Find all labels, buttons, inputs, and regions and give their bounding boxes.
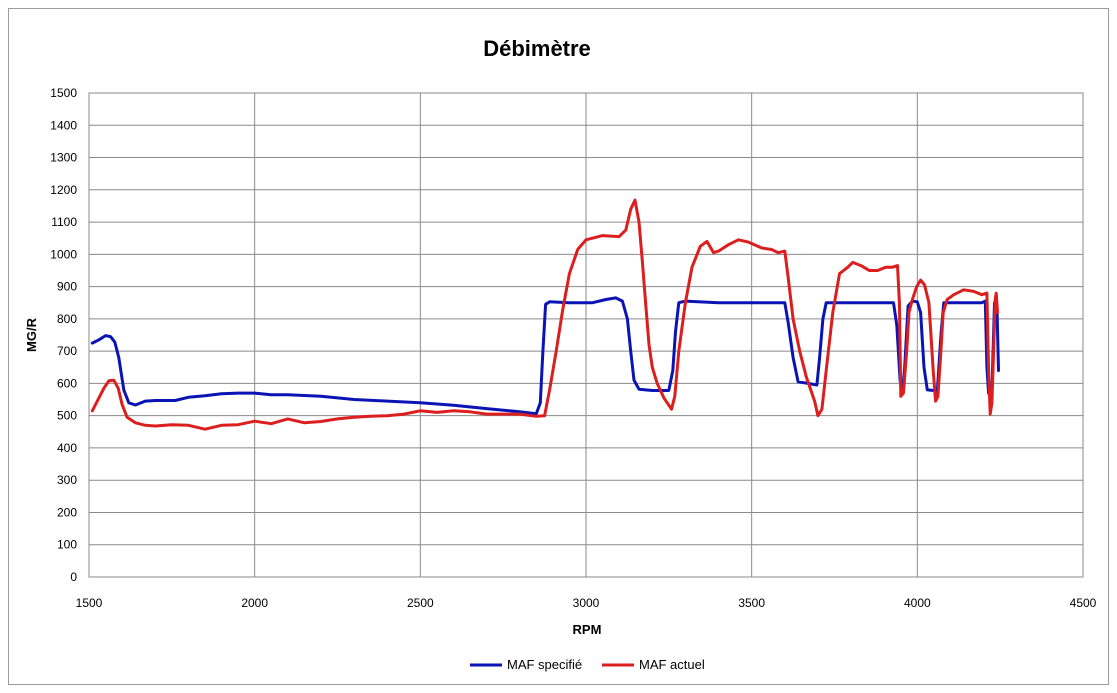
x-tick-label: 4000 [904,596,931,610]
x-tick-label: 4500 [1070,596,1097,610]
chart-legend: MAF specifié MAF actuel [470,657,705,672]
series-line-maf-actuel [90,198,999,431]
y-tick-label: 0 [70,570,77,584]
x-axis-title: RPM [573,622,602,637]
y-tick-label: 1100 [51,215,77,229]
y-tick-label: 700 [57,344,77,358]
x-tick-label: 3000 [573,596,600,610]
y-tick-label: 1000 [50,247,77,261]
y-tick-label: 600 [57,376,77,390]
x-tick-label: 1500 [76,596,103,610]
chart-gridlines [88,92,1084,578]
legend-label: MAF actuel [639,657,705,672]
x-axis-ticks: 1500 2000 2500 3000 3500 4000 4500 [76,596,1097,610]
series-line-maf-specifie [90,296,1000,416]
x-tick-label: 2000 [241,596,268,610]
y-axis-ticks: 0 100 200 300 400 500 600 700 800 900 1000 1100 1200… [50,86,77,584]
chart-series [90,198,1000,431]
y-tick-label: 1200 [50,183,77,197]
y-tick-label: 500 [57,409,77,423]
x-tick-label: 2500 [407,596,434,610]
y-tick-label: 1500 [50,86,77,100]
legend-label: MAF specifié [507,657,582,672]
x-tick-label: 3500 [738,596,765,610]
y-tick-label: 300 [57,473,77,487]
y-tick-label: 800 [57,312,77,326]
y-tick-label: 1300 [50,151,77,165]
y-axis-title: MG/R [24,317,39,352]
y-tick-label: 900 [57,280,77,294]
plot-area-border [88,92,1084,578]
chart-frame [8,8,1109,685]
chart-title: Débimètre [483,36,591,61]
y-tick-label: 100 [57,538,77,552]
y-tick-label: 1400 [50,118,77,132]
y-tick-label: 400 [57,441,77,455]
y-tick-label: 200 [57,505,77,519]
